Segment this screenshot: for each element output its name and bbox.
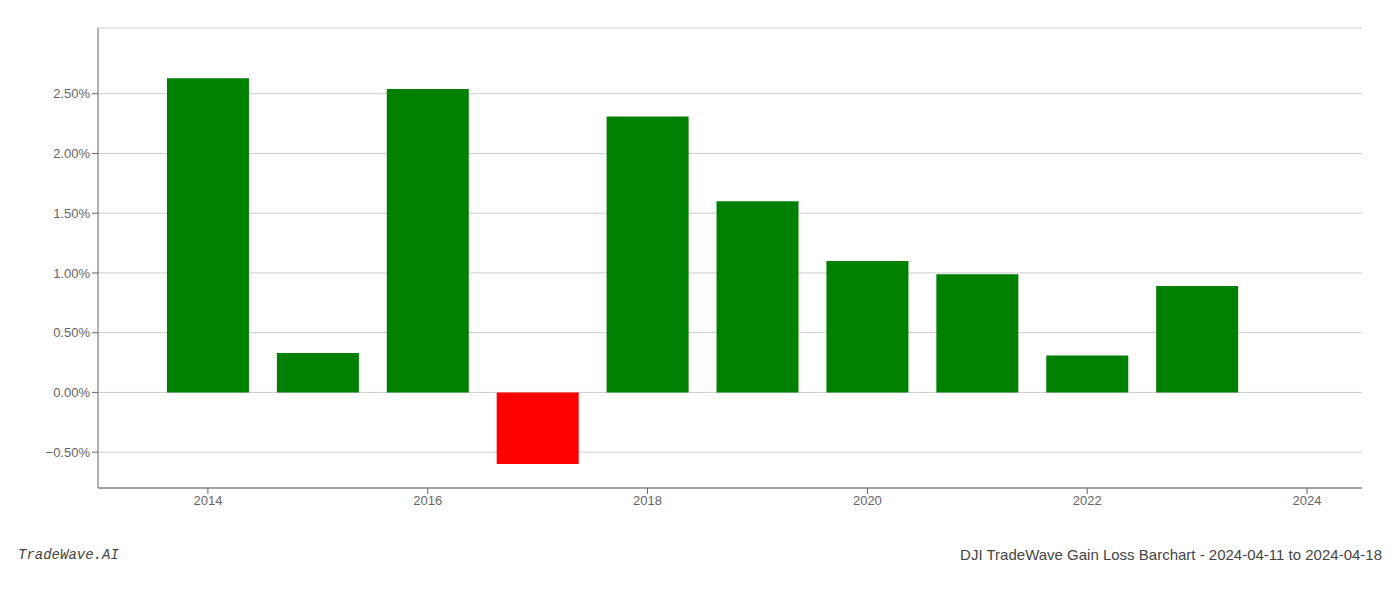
- svg-text:2016: 2016: [413, 493, 442, 508]
- svg-text:2020: 2020: [853, 493, 882, 508]
- svg-text:0.50%: 0.50%: [53, 325, 90, 340]
- svg-text:2.50%: 2.50%: [53, 86, 90, 101]
- svg-text:1.00%: 1.00%: [53, 266, 90, 281]
- svg-text:2014: 2014: [193, 493, 222, 508]
- svg-text:−0.50%: −0.50%: [46, 445, 91, 460]
- html-text:DJI TradeWave Gain Loss Barcha: DJI TradeWave Gain Loss Barchart - 2024-…: [960, 546, 1382, 563]
- svg-text:2018: 2018: [633, 493, 662, 508]
- svg-text:2.00%: 2.00%: [53, 146, 90, 161]
- html-text:TradeWave.AI: TradeWave.AI: [18, 547, 119, 563]
- svg-text:2022: 2022: [1073, 493, 1102, 508]
- svg-text:0.00%: 0.00%: [53, 385, 90, 400]
- svg-text:1.50%: 1.50%: [53, 206, 90, 221]
- svg-text:2024: 2024: [1293, 493, 1322, 508]
